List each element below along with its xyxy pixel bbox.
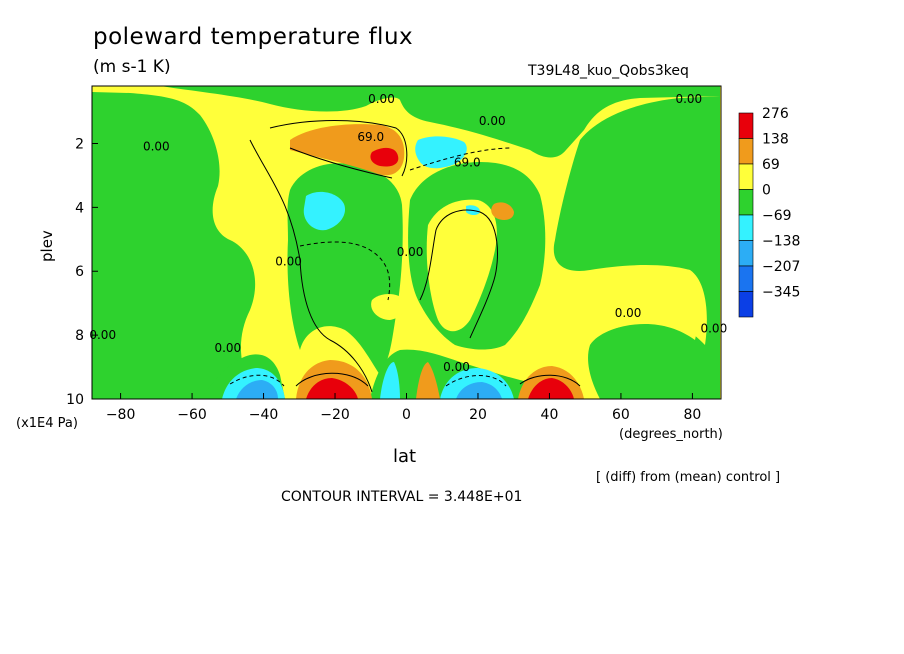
- plot-fields: [92, 86, 721, 399]
- contour-label: 0.00: [397, 245, 424, 259]
- x-tick-label: 80: [683, 407, 701, 423]
- legend-swatch: [738, 138, 754, 165]
- field-green-east: [553, 96, 720, 399]
- legend-swatch: [738, 240, 754, 267]
- legend-label: −138: [762, 234, 800, 250]
- contour-line: [299, 241, 391, 301]
- field-orange-lower-mid: [416, 362, 440, 399]
- field-cyan-lower-mid: [380, 362, 400, 399]
- legend-label: 276: [762, 106, 789, 122]
- x-tick-label: 0: [402, 407, 411, 423]
- y-tick-label: 8: [75, 328, 84, 344]
- field-red-lower-east: [528, 378, 574, 399]
- x-tick-label: −60: [177, 407, 207, 423]
- contour-label: 0.00: [615, 306, 642, 320]
- contour-line: [289, 147, 393, 179]
- contour-label: 69.0: [454, 156, 481, 170]
- contour-line: [409, 147, 513, 171]
- field-cyan-center-west: [303, 191, 346, 231]
- field-red-upper: [370, 147, 399, 167]
- x-axis: −80 −60 −40 −20 0 20 40 60 80: [106, 393, 701, 423]
- legend-swatch: [738, 112, 754, 139]
- field-green-top: [160, 86, 720, 158]
- legend-swatch: [738, 163, 754, 190]
- contour-label: 0.00: [443, 360, 470, 374]
- field-orange-center-east: [491, 202, 514, 220]
- chart-units: (m s-1 K): [93, 57, 171, 77]
- run-label: T39L48_kuo_Qobs3keq: [528, 63, 689, 79]
- legend-label: 69: [762, 157, 780, 173]
- x-tick-label: −20: [320, 407, 350, 423]
- field-red-lower-west: [306, 378, 358, 399]
- contour-label: 0.00: [368, 92, 395, 106]
- contour-interval: CONTOUR INTERVAL = 3.448E+01: [281, 489, 523, 505]
- legend-swatch: [738, 189, 754, 216]
- legend-label: 138: [762, 132, 789, 148]
- contour-label: 0.00: [479, 114, 506, 128]
- x-tick-label: 20: [469, 407, 487, 423]
- x-axis-label: lat: [393, 446, 417, 467]
- color-legend: 276 138 69 0 −69 −138 −207 −345: [738, 106, 800, 318]
- contour-line: [269, 120, 408, 177]
- legend-label: −69: [762, 208, 792, 224]
- contour-label: 0.00: [143, 140, 170, 154]
- contour-label: 0.00: [275, 255, 302, 269]
- contour-line: [295, 372, 369, 387]
- chart-title: poleward temperature flux: [93, 24, 414, 50]
- field-cyan-upper: [415, 136, 467, 169]
- diff-note: [ (diff) from (mean) control ]: [596, 470, 781, 485]
- y-axis-label: plev: [38, 230, 56, 262]
- y-tick-label: 6: [75, 264, 84, 280]
- contour-label: 0.00: [675, 92, 702, 106]
- contour-line: [249, 139, 373, 393]
- x-axis-unit: (degrees_north): [619, 427, 723, 442]
- y-tick-label: 10: [66, 392, 84, 408]
- legend-label: 0: [762, 183, 771, 199]
- field-green-far-west-strip: [92, 300, 108, 399]
- legend-swatch: [738, 214, 754, 241]
- contour-lines: [229, 120, 581, 393]
- field-green-west: [92, 86, 256, 399]
- legend-label: −207: [762, 259, 800, 275]
- x-tick-label: −40: [249, 407, 279, 423]
- field-yellow-insert-east: [597, 266, 699, 340]
- legend-swatch: [738, 265, 754, 292]
- contour-label: 0.00: [214, 341, 241, 355]
- contour-label: 69.0: [357, 130, 384, 144]
- contour-line: [229, 374, 285, 387]
- y-tick-label: 2: [75, 136, 84, 152]
- legend-swatch: [738, 291, 754, 318]
- x-tick-label: 60: [612, 407, 630, 423]
- contour-line: [419, 209, 498, 339]
- field-yellow-insert-center: [426, 199, 497, 332]
- contour-labels: 0.00 0.00 0.00 69.0 0.00 69.0 0.00 0.00 0.00 0.00…: [89, 92, 727, 374]
- y-tick-label: 4: [75, 200, 84, 216]
- field-blue-lower-east: [456, 382, 502, 399]
- y-axis: 2 4 6 8 10: [66, 136, 98, 408]
- field-yellow-insert-center-west: [371, 294, 407, 320]
- legend-label: −345: [762, 285, 800, 301]
- field-blue-lower-west: [236, 380, 278, 399]
- x-tick-label: 40: [541, 407, 559, 423]
- y-axis-unit: (x1E4 Pa): [16, 416, 78, 431]
- contour-line: [445, 375, 507, 387]
- contour-label: 0.00: [89, 328, 116, 342]
- contour-label: 0.00: [700, 322, 727, 336]
- x-tick-label: −80: [106, 407, 136, 423]
- contour-line: [519, 374, 581, 387]
